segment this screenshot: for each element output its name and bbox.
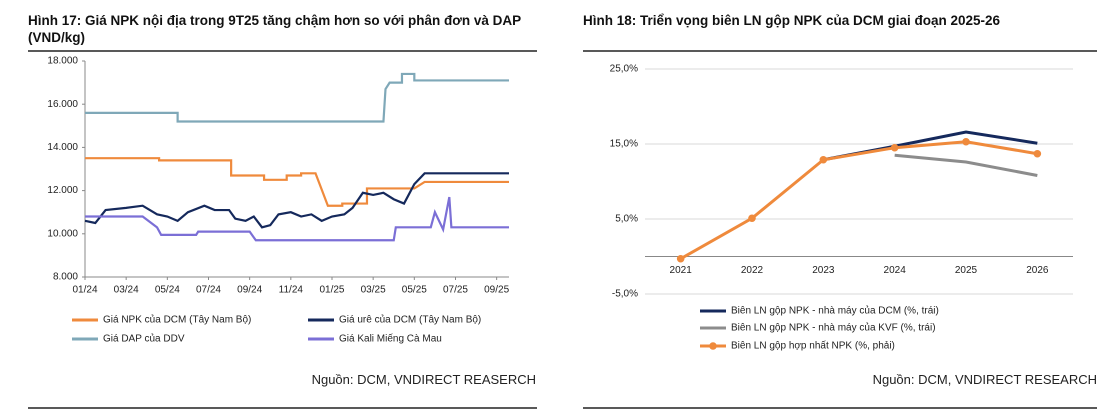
point xyxy=(819,155,828,164)
x-tick-label: 2026 xyxy=(1026,265,1049,276)
point xyxy=(1033,149,1042,158)
legend-label: Giá NPK của DCM (Tây Nam Bộ) xyxy=(103,314,251,326)
point xyxy=(676,254,685,263)
legend-label: Biên LN gộp NPK - nhà máy của DCM (%, tr… xyxy=(731,305,939,317)
point xyxy=(962,137,970,146)
x-tick-label: 03/24 xyxy=(114,285,139,296)
y-tick-label: 14.000 xyxy=(47,142,78,153)
chart-title: Hình 17: Giá NPK nội địa trong 9T25 tăng… xyxy=(28,13,521,45)
series-line xyxy=(85,72,509,123)
legend-label: Biên LN gộp hợp nhất NPK (%, phải) xyxy=(731,340,895,352)
point xyxy=(748,214,756,223)
source: Nguồn: DCM, VNDIRECT REASERCH xyxy=(311,372,536,387)
point xyxy=(890,143,899,152)
series-line xyxy=(85,196,509,242)
x-tick-label: 09/24 xyxy=(237,285,262,296)
chart-title: Hình 18: Triển vọng biên LN gộp NPK của … xyxy=(583,13,1001,28)
y-tick-label: 25,0% xyxy=(610,64,638,75)
y-tick-label: 8.000 xyxy=(53,272,78,283)
x-tick-label: 07/25 xyxy=(443,285,468,296)
y-tick-label: 5,0% xyxy=(615,214,638,225)
y-tick-label: -5,0% xyxy=(612,289,638,300)
y-tick-label: 18.000 xyxy=(47,56,78,67)
x-tick-label: 2021 xyxy=(670,265,693,276)
series-line xyxy=(85,157,509,207)
x-tick-label: 2024 xyxy=(884,265,907,276)
x-tick-label: 01/25 xyxy=(319,285,344,296)
x-tick-label: 2023 xyxy=(812,265,835,276)
source: Nguồn: DCM, VNDIRECT RESEARCH xyxy=(872,372,1097,387)
legend-marker xyxy=(709,342,717,350)
x-tick-label: 05/25 xyxy=(402,285,427,296)
legend-label: Biên LN gộp NPK - nhà máy của KVF (%, tr… xyxy=(731,322,936,334)
legend-label: Giá Kali Miếng Cà Mau xyxy=(339,333,442,345)
series-line xyxy=(84,172,509,229)
x-tick-label: 09/25 xyxy=(484,285,509,296)
x-tick-label: 2025 xyxy=(955,265,978,276)
x-tick-label: 07/24 xyxy=(196,285,221,296)
series-line xyxy=(679,140,1038,261)
y-tick-label: 10.000 xyxy=(47,228,78,239)
y-tick-label: 16.000 xyxy=(47,99,78,110)
y-tick-label: 12.000 xyxy=(47,185,78,196)
x-tick-label: 01/24 xyxy=(72,285,97,296)
x-tick-label: 11/24 xyxy=(279,285,304,296)
x-tick-label: 03/25 xyxy=(361,285,386,296)
legend-label: Giá urê của DCM (Tây Nam Bộ) xyxy=(339,314,481,326)
legend-label: Giá DAP của DDV xyxy=(103,333,185,345)
x-tick-label: 2022 xyxy=(741,265,764,276)
y-tick-label: 15,0% xyxy=(610,139,638,150)
x-tick-label: 05/24 xyxy=(155,285,180,296)
series-line xyxy=(894,153,1038,177)
